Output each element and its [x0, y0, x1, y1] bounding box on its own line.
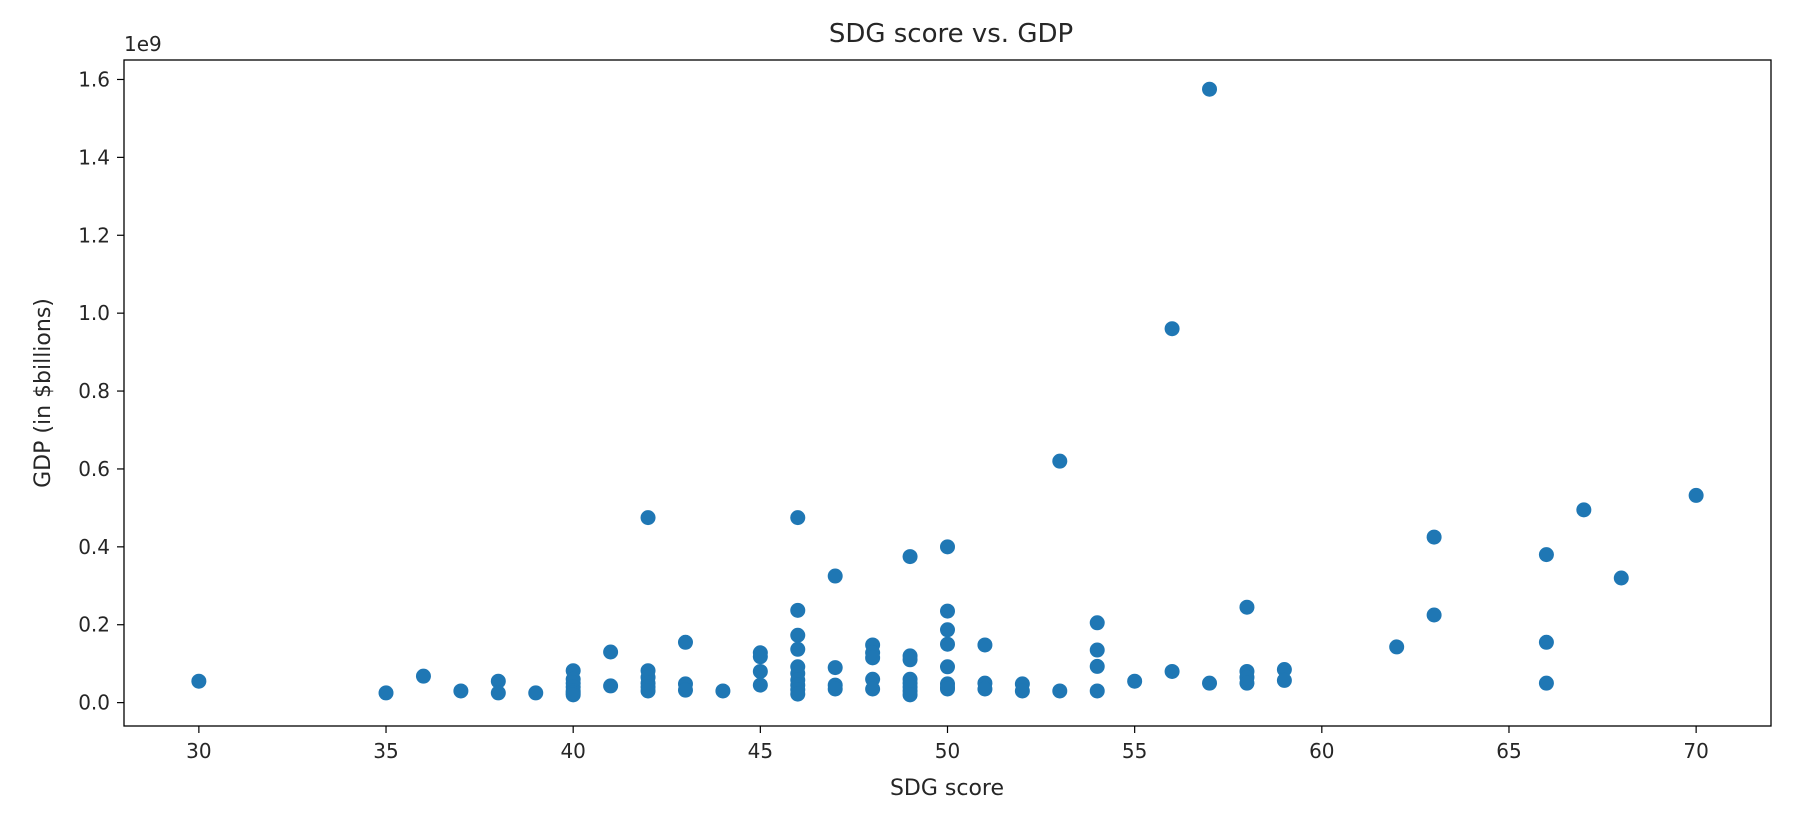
data-points	[191, 81, 1704, 703]
data-point	[827, 568, 843, 584]
data-point	[790, 510, 806, 526]
data-point	[1164, 321, 1180, 337]
y-offset-label: 1e9	[124, 32, 162, 56]
data-point	[1202, 675, 1218, 691]
data-point	[827, 681, 843, 697]
data-point	[490, 673, 506, 689]
y-tick-label: 0.8	[78, 379, 110, 403]
y-tick-label: 1.6	[78, 67, 110, 91]
data-point	[1389, 639, 1405, 655]
data-point	[790, 602, 806, 618]
data-point	[1688, 487, 1704, 503]
x-axis-label: SDG score	[890, 776, 1004, 801]
data-point	[902, 687, 918, 703]
x-tick-label: 70	[1683, 739, 1708, 763]
data-point	[1538, 634, 1554, 650]
x-tick-label: 65	[1496, 739, 1521, 763]
data-point	[1089, 615, 1105, 631]
data-point	[715, 683, 731, 699]
y-tick-label: 0.0	[78, 691, 110, 715]
data-point	[1276, 662, 1292, 678]
x-tick-label: 60	[1309, 739, 1334, 763]
axis-ticks: 30 35 40 45 50 55 60 65 70 0.0 0.2 0.4 0.6 0.8 1.0 1.2 1…	[78, 67, 1709, 763]
data-point	[415, 668, 431, 684]
data-point	[1164, 663, 1180, 679]
data-point	[940, 622, 955, 638]
data-point	[640, 510, 656, 526]
y-axis-label: GDP (in $billions)	[31, 298, 56, 488]
y-tick-label: 1.4	[78, 145, 110, 169]
data-point	[1089, 642, 1105, 658]
data-point	[1052, 683, 1068, 699]
data-point	[752, 663, 768, 679]
data-point	[1239, 599, 1255, 615]
y-tick-label: 1.0	[78, 301, 110, 325]
x-tick-label: 45	[748, 739, 773, 763]
data-point	[1052, 453, 1068, 469]
data-point	[565, 687, 581, 703]
data-point	[1613, 570, 1629, 586]
data-point	[1202, 81, 1218, 97]
data-point	[940, 636, 955, 652]
data-point	[453, 683, 469, 699]
data-point	[865, 650, 881, 666]
data-point	[977, 637, 993, 653]
x-tick-label: 40	[560, 739, 585, 763]
data-point	[677, 682, 693, 698]
data-point	[940, 659, 955, 675]
data-point	[940, 603, 955, 619]
data-point	[1538, 675, 1554, 691]
data-point	[640, 683, 656, 699]
data-point	[191, 673, 207, 689]
x-tick-label: 35	[373, 739, 398, 763]
data-point	[1127, 673, 1143, 689]
data-point	[790, 627, 806, 643]
data-point	[1014, 683, 1030, 699]
data-point	[865, 681, 881, 697]
x-tick-label: 55	[1122, 739, 1147, 763]
data-point	[940, 539, 955, 555]
x-tick-label: 30	[186, 739, 211, 763]
data-point	[790, 641, 806, 657]
y-tick-label: 0.2	[78, 613, 110, 637]
y-tick-label: 1.2	[78, 223, 110, 247]
data-point	[977, 681, 993, 697]
data-point	[1538, 547, 1554, 563]
data-point	[1089, 658, 1105, 674]
plot-frame	[123, 59, 1772, 727]
x-tick-label: 50	[935, 739, 960, 763]
data-point	[603, 644, 619, 660]
data-point	[1426, 529, 1442, 545]
data-point	[528, 685, 544, 701]
data-point	[902, 549, 918, 565]
data-point	[940, 681, 955, 697]
data-point	[1239, 675, 1255, 691]
data-point	[752, 677, 768, 693]
data-point	[603, 678, 619, 694]
data-point	[1576, 502, 1592, 518]
data-point	[790, 686, 806, 702]
data-point	[902, 652, 918, 668]
data-point	[1089, 683, 1105, 699]
data-point	[490, 685, 506, 701]
data-point	[752, 649, 768, 665]
data-point	[1426, 607, 1442, 623]
data-point	[827, 660, 843, 676]
chart-title: SDG score vs. GDP	[829, 19, 1073, 49]
data-point	[378, 685, 394, 701]
data-point	[677, 634, 693, 650]
data-point	[1276, 672, 1292, 688]
y-tick-label: 0.6	[78, 457, 110, 481]
y-tick-label: 0.4	[78, 535, 110, 559]
